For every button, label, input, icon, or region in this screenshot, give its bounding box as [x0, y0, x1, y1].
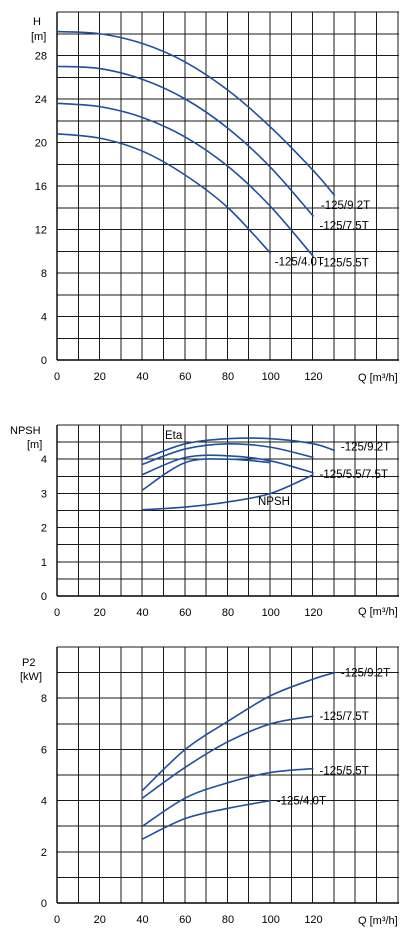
x-tick-label: 40 — [136, 914, 148, 926]
y-tick-label: 0 — [41, 591, 47, 603]
y-tick-label: 0 — [41, 898, 47, 910]
npsh-xlabel: Q [m³/h] — [358, 606, 398, 618]
head-grid — [57, 11, 399, 360]
y-tick-label: 24 — [35, 94, 47, 106]
y-tick-label: 2 — [41, 847, 47, 859]
x-tick-label: 60 — [179, 914, 191, 926]
series-line-125-4-0t — [56, 133, 272, 254]
series-label-125-9-2t: -125/9.2T — [341, 442, 390, 454]
x-tick-label: 120 — [304, 607, 322, 619]
series-line-125-7-5t — [142, 715, 314, 799]
head-axes — [56, 12, 399, 361]
x-tick-label: 20 — [94, 371, 106, 383]
x-tick-label: 40 — [136, 371, 148, 383]
series-label-125-7-5t: -125/7.5T — [320, 711, 369, 723]
y-tick-label: 12 — [35, 225, 47, 237]
power-ylabel: P2 — [22, 657, 35, 669]
y-tick-label: 16 — [35, 181, 47, 193]
power-curves: -125/9.2T -125/7.5T -125/5.5T -125/4.0T — [141, 668, 390, 840]
y-tick-label: 28 — [35, 51, 47, 63]
npsh-yunit: [m] — [27, 439, 42, 451]
x-tick-label: 100 — [262, 607, 280, 619]
y-tick-label: 4 — [41, 454, 47, 466]
y-tick-label: 8 — [41, 268, 47, 280]
series-line-125-5-5t — [56, 102, 315, 258]
series-label-125-5-5t: -125/5.5T — [320, 766, 369, 778]
series-label-125-4-0t: -125/4.0T — [277, 796, 326, 808]
y-tick-label: 0 — [41, 355, 47, 367]
x-tick-label: 0 — [54, 371, 60, 383]
x-tick-label: 80 — [222, 607, 234, 619]
head-ticks: 0 20 40 60 80 100 120 0 4 8 12 16 20 24 28 — [35, 51, 323, 384]
y-tick-label: 4 — [41, 796, 47, 808]
power-ticks: 0 20 40 60 80 100 120 0 2 4 6 8 — [41, 693, 323, 926]
x-tick-label: 20 — [94, 914, 106, 926]
npsh-ticks: 0 20 40 60 80 100 120 0 1 2 3 4 — [41, 454, 323, 619]
npsh-ylabel: NPSH — [10, 425, 41, 437]
npsh-annotation: NPSH — [258, 496, 290, 508]
series-line-eta-2 — [142, 442, 314, 466]
series-label-125-4-0t: -125/4.0T — [275, 256, 324, 268]
head-chart: -125/9.2T -125/7.5T -125/5.5T-125/4.0T 0 20… — [31, 11, 399, 384]
x-tick-label: 0 — [54, 607, 60, 619]
power-chart: -125/9.2T-125/7.5T-125/5.5T-125/4.0T 0 20… — [20, 646, 399, 927]
power-xlabel: Q [m³/h] — [358, 915, 398, 927]
head-xlabel: Q [m³/h] — [358, 372, 398, 384]
x-tick-label: 60 — [179, 371, 191, 383]
y-tick-label: 20 — [35, 138, 47, 150]
y-tick-label: 4 — [41, 312, 47, 324]
series-line-125-4-0t — [142, 799, 271, 840]
x-tick-label: 0 — [54, 914, 60, 926]
series-label-125-9-2t: -125/9.2T — [321, 200, 370, 212]
eta-annotation: Eta — [165, 430, 183, 442]
y-tick-label: 2 — [41, 523, 47, 535]
series-line-125-9-2t — [56, 30, 336, 197]
series-line-eta-4 — [142, 458, 271, 491]
head-ylabel: H — [33, 16, 41, 28]
npsh-chart: -125/9.2T -125/5.5/7.5T 0 20 40 60 80 100 120 0 1… — [10, 424, 399, 619]
series-line-125-5-5-7-5t — [142, 454, 314, 476]
series-line-125-9-2t — [142, 437, 336, 460]
y-tick-label: 6 — [41, 744, 47, 756]
x-tick-label: 40 — [136, 607, 148, 619]
power-axes — [56, 647, 399, 904]
power-grid — [57, 646, 399, 903]
head-yunit: [m] — [31, 31, 46, 43]
series-label-125-5-5-7-5t: -125/5.5/7.5T — [320, 469, 388, 481]
x-tick-label: 20 — [94, 607, 106, 619]
x-tick-label: 80 — [222, 914, 234, 926]
x-tick-label: 80 — [222, 371, 234, 383]
series-label-125-5-5t: -125/5.5T — [320, 258, 369, 270]
x-tick-label: 100 — [262, 914, 280, 926]
x-tick-label: 100 — [262, 371, 280, 383]
series-label-125-9-2t: -125/9.2T — [341, 668, 390, 680]
y-tick-label: 1 — [41, 557, 47, 569]
series-line-125-9-2t — [141, 671, 336, 791]
power-yunit: [kW] — [20, 671, 42, 683]
y-tick-label: 8 — [41, 693, 47, 705]
series-line-npsh — [142, 473, 314, 511]
x-tick-label: 120 — [304, 371, 322, 383]
npsh-axes — [56, 425, 399, 597]
npsh-grid — [57, 424, 399, 596]
x-tick-label: 60 — [179, 607, 191, 619]
y-tick-label: 3 — [41, 488, 47, 500]
x-tick-label: 120 — [304, 914, 322, 926]
series-line-125-5-5t — [142, 767, 314, 827]
series-label-125-7-5t: -125/7.5T — [320, 220, 369, 232]
series-line-125-7-5t — [56, 65, 315, 217]
head-curves: -125/9.2T -125/7.5T -125/5.5T-125/4.0T — [56, 30, 370, 270]
npsh-curves: -125/9.2T -125/5.5/7.5T — [142, 437, 390, 511]
